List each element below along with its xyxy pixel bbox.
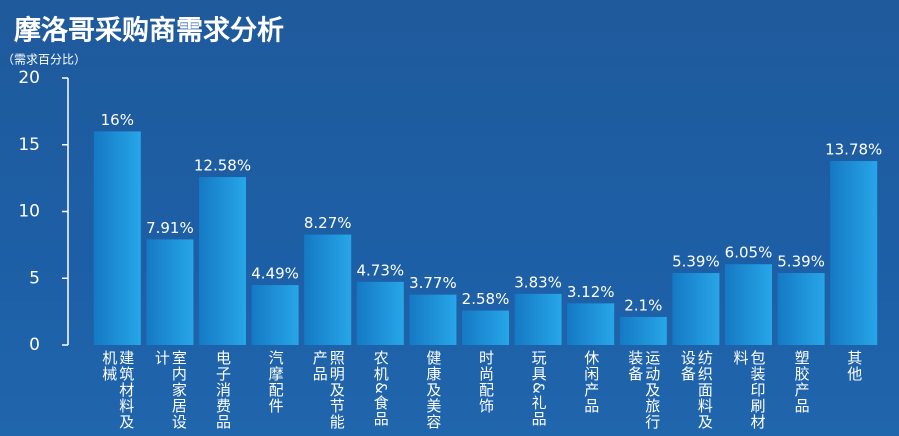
value-label: 2.58% <box>462 290 510 308</box>
bar <box>567 303 615 345</box>
value-label: 4.49% <box>251 265 299 283</box>
bar <box>619 316 667 345</box>
x-tick-label: 塑胶产品 <box>792 350 811 414</box>
value-label: 16% <box>101 111 134 129</box>
y-tick-label: 15 <box>18 135 40 155</box>
bar <box>830 161 878 345</box>
y-tick-label: 5 <box>29 268 40 288</box>
y-tick-label: 10 <box>18 202 40 222</box>
x-tick-label: 汽摩配件 <box>266 350 285 414</box>
x-tick-label: 时尚配饰 <box>477 350 495 414</box>
x-tick-label: 运动及旅行装备 <box>626 350 662 430</box>
x-tick-label: 健康及美容 <box>424 350 443 430</box>
bar <box>777 273 825 345</box>
value-label: 5.39% <box>672 253 720 271</box>
bar <box>672 273 720 345</box>
value-label: 7.91% <box>146 219 194 237</box>
value-label: 4.73% <box>356 261 404 279</box>
value-label: 3.83% <box>514 273 562 291</box>
bar <box>199 177 246 345</box>
bar <box>93 131 141 345</box>
value-label: 5.39% <box>777 253 825 271</box>
bar <box>725 264 772 345</box>
chart-title: 摩洛哥采购商需求分析 <box>14 15 284 47</box>
value-label: 2.1% <box>624 296 662 314</box>
y-axis-label: （需求百分比） <box>2 53 86 67</box>
x-tick-label: 电子消费品 <box>214 350 232 430</box>
bar <box>409 294 457 345</box>
y-tick-label: 20 <box>18 68 40 88</box>
value-label: 13.78% <box>825 141 882 159</box>
x-tick-label: 室内家居设计 <box>152 350 188 430</box>
bar <box>514 293 562 345</box>
x-tick-label: 建筑材料及机械 <box>100 350 136 430</box>
bar <box>462 310 509 345</box>
x-tick-label: 休闲产品 <box>582 350 601 414</box>
value-label: 3.12% <box>567 283 615 301</box>
x-tick-label: 照明及节能产品 <box>310 350 346 430</box>
value-label: 3.77% <box>409 274 457 292</box>
value-label: 8.27% <box>304 214 352 232</box>
x-tick-label: 农机&食品 <box>371 350 390 427</box>
bar <box>146 239 194 345</box>
x-tick-label: 包装印刷材料 <box>731 350 767 430</box>
bar <box>356 281 404 345</box>
bar <box>304 234 352 345</box>
x-tick-label: 纺织面料及设备 <box>678 350 714 430</box>
value-label: 12.58% <box>194 157 251 175</box>
x-tick-label: 其他 <box>845 350 864 382</box>
x-tick-label: 玩具&礼品 <box>529 350 548 427</box>
value-label: 6.05% <box>725 244 773 262</box>
y-tick-label: 0 <box>29 335 40 355</box>
bar <box>251 285 299 345</box>
